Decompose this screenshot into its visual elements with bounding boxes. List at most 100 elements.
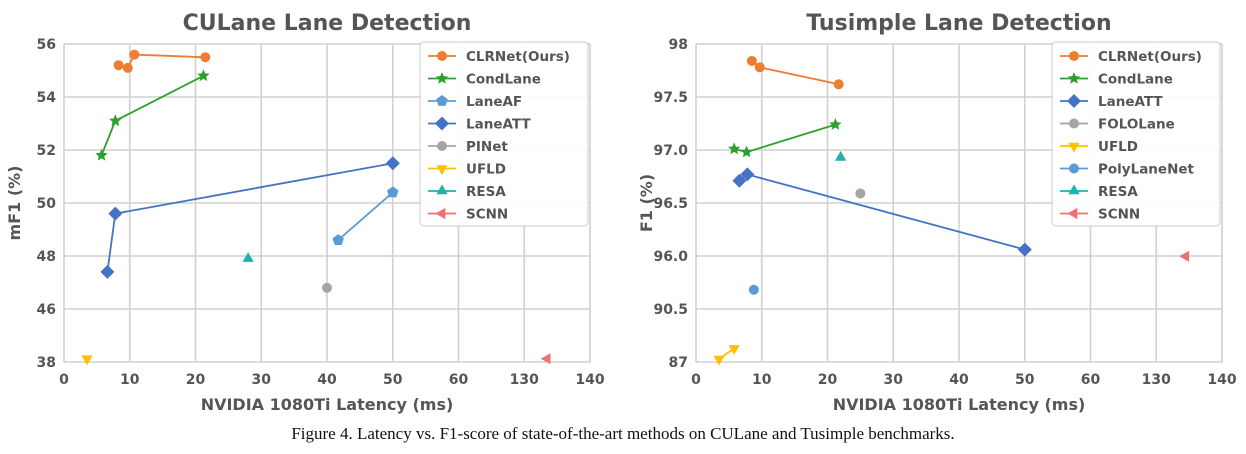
series-polylanenet (748, 284, 759, 295)
legend-entry-ufld: UFLD (1060, 139, 1138, 155)
legend-entry-ufld: UFLD (428, 162, 506, 178)
data-point (713, 355, 725, 366)
legend-marker (436, 165, 448, 175)
chart-title: CULane Lane Detection (183, 11, 472, 36)
x-tick-label: 50 (1015, 372, 1035, 388)
data-point (732, 173, 747, 188)
legend-label: CLRNet(Ours) (466, 49, 570, 65)
legend-entry-clrnet-ours: CLRNet(Ours) (1060, 49, 1202, 65)
series-scnn (1179, 250, 1190, 262)
x-tick-label: 130 (510, 372, 539, 388)
legend-marker (1068, 184, 1080, 195)
legend-marker (1067, 207, 1078, 220)
x-tick-label: 20 (186, 372, 206, 388)
x-tick-label: 10 (752, 372, 772, 388)
data-point (746, 55, 757, 66)
legend-entry-laneatt: LaneATT (1060, 94, 1163, 110)
data-point (200, 52, 211, 63)
series-laneatt (100, 156, 400, 279)
legend: CLRNet(Ours) CondLane LaneAF LaneATT PINet UF… (419, 41, 589, 227)
series-pinet (322, 282, 332, 293)
legend-marker (437, 51, 447, 61)
y-tick-label: 56 (37, 37, 56, 53)
series-laneaf (332, 186, 399, 245)
data-point (100, 264, 115, 279)
legend-entry-laneatt: LaneATT (428, 116, 531, 133)
series-clrnet-ours (113, 49, 211, 73)
series-resa (835, 150, 847, 161)
y-tick-label: 54 (37, 90, 57, 106)
data-point (748, 284, 759, 295)
data-point (829, 118, 842, 130)
legend-entry-condlane: CondLane (1060, 72, 1173, 88)
legend-entry-condlane: CondLane (428, 72, 541, 88)
y-tick-label: 96.0 (653, 249, 688, 265)
series-scnn (540, 353, 551, 365)
legend-label: PINet (466, 139, 508, 155)
series-resa (242, 252, 254, 262)
y-tick-label: 38 (37, 355, 56, 371)
legend-label: CondLane (1098, 72, 1173, 88)
x-tick-label: 0 (691, 372, 701, 388)
legend-entry-fololane: FOLOLane (1060, 117, 1175, 133)
data-point (108, 206, 123, 221)
data-point (122, 62, 133, 73)
legend-entry-laneaf: LaneAF (428, 94, 522, 110)
data-point (1017, 242, 1032, 257)
legend-label: CLRNet(Ours) (1098, 49, 1202, 65)
legend-label: SCNN (1098, 207, 1140, 223)
x-tick-label: 130 (1142, 372, 1171, 388)
data-point (242, 252, 254, 262)
legend-label: PolyLaneNet (1098, 162, 1195, 178)
legend-label: UFLD (1098, 139, 1138, 155)
legend-entry-scnn: SCNN (428, 207, 508, 223)
data-point (540, 353, 551, 365)
x-tick-label: 140 (575, 372, 604, 388)
y-axis-label: F1 (%) (637, 174, 656, 232)
legend-marker (436, 95, 448, 106)
y-tick-label: 52 (37, 143, 56, 159)
data-point (129, 49, 140, 60)
x-tick-label: 40 (317, 372, 337, 388)
legend-marker (1067, 72, 1081, 84)
legend-label: LaneATT (466, 117, 531, 133)
legend-marker (1068, 142, 1080, 153)
legend-marker (1069, 51, 1079, 61)
data-point (754, 62, 765, 73)
legend-entry-clrnet-ours: CLRNet(Ours) (428, 49, 570, 65)
data-point (322, 282, 332, 293)
legend-label: LaneATT (1098, 94, 1163, 110)
legend-label: RESA (466, 184, 506, 200)
data-point (81, 355, 93, 366)
y-tick-label: 96.5 (653, 196, 688, 212)
data-point (113, 60, 124, 71)
legend-marker (1069, 118, 1079, 129)
series-fololane (855, 188, 866, 199)
y-tick-label: 97.0 (653, 143, 688, 159)
series-ufld (81, 355, 93, 366)
y-axis-label: mF1 (%) (5, 166, 24, 241)
data-point (332, 234, 344, 245)
legend-label: SCNN (466, 207, 508, 223)
data-point (109, 114, 122, 127)
data-point (855, 188, 866, 199)
data-point (197, 69, 210, 82)
x-tick-label: 60 (449, 372, 469, 388)
chart-panel-1: 0 10 20 30 40 50 60 130 140 38 46 48 50 52 54 56 CULane … (5, 11, 605, 414)
data-point (1179, 250, 1190, 262)
x-tick-label: 140 (1207, 372, 1236, 388)
y-tick-label: 87 (669, 355, 688, 371)
x-tick-label: 10 (120, 372, 140, 388)
data-point (385, 156, 400, 171)
figure-caption: Figure 4. Latency vs. F1-score of state-… (291, 424, 955, 443)
y-tick-label: 90.5 (653, 302, 688, 318)
y-tick-label: 50 (37, 196, 57, 212)
legend: CLRNet(Ours) CondLane LaneATT FOLOLane UFLD P… (1051, 41, 1221, 227)
data-point (728, 345, 740, 355)
data-point (740, 145, 753, 158)
data-point (740, 167, 755, 182)
legend-marker (435, 207, 446, 220)
data-point (387, 186, 399, 198)
chart-panel-2: 0 10 20 30 40 50 60 130 140 87 90.5 96.0 96.5 97.0 97.… (637, 11, 1237, 414)
data-point (835, 150, 847, 161)
